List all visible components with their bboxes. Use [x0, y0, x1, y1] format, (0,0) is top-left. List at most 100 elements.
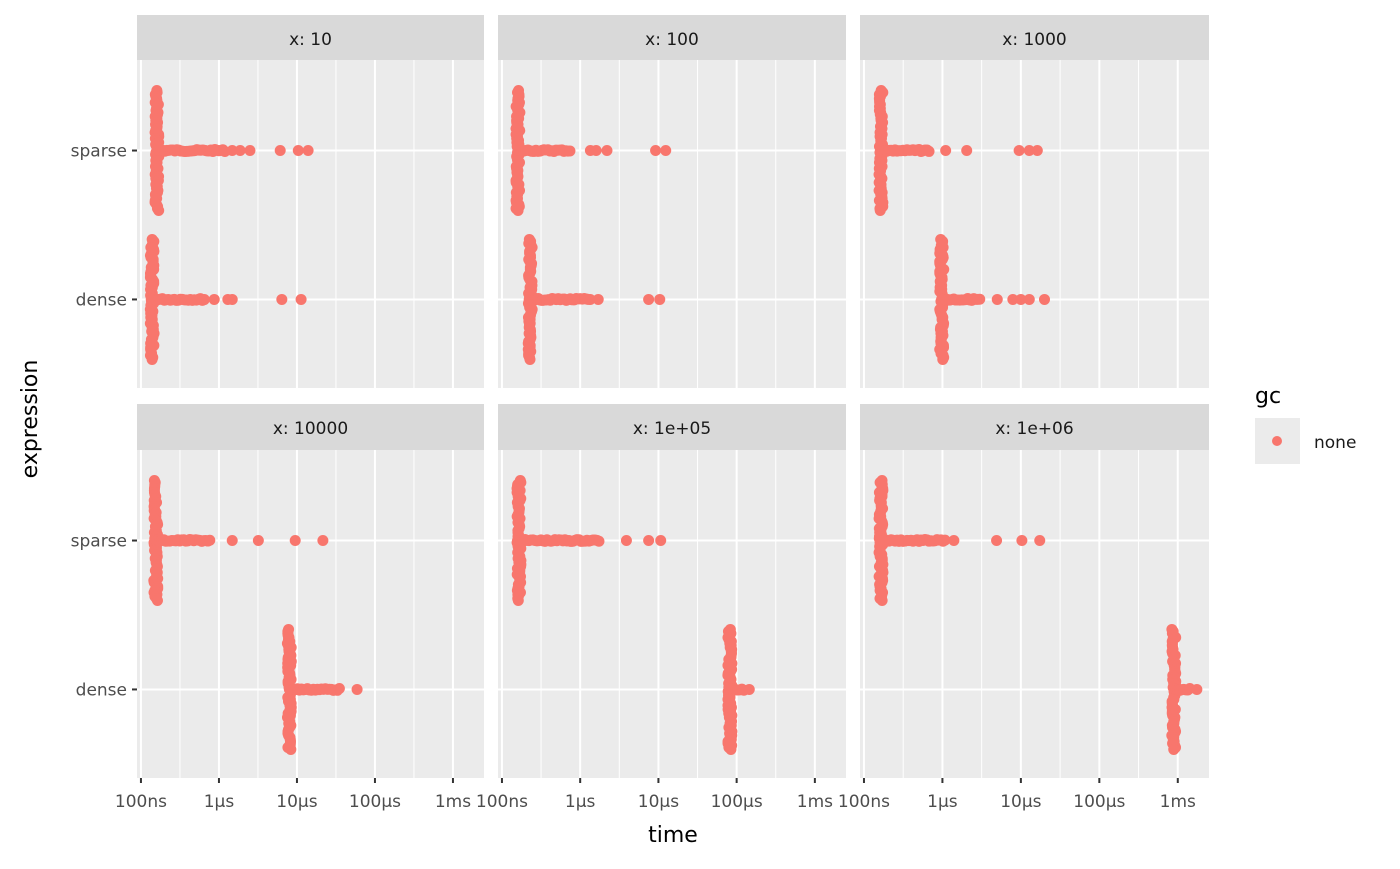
outlier-point: [961, 145, 973, 157]
outlier-point: [620, 535, 632, 547]
x-tick-label: 1ms: [797, 792, 833, 812]
data-point: [564, 145, 576, 157]
series-sparse: [873, 475, 1046, 607]
facet-strip-label: x: 1e+06: [995, 419, 1073, 439]
data-point: [923, 145, 935, 157]
outlier-point: [317, 535, 329, 547]
x-tick-label: 1µs: [204, 792, 235, 812]
data-point: [333, 683, 345, 695]
outlier-point: [643, 535, 655, 547]
facet-strip-label: x: 100: [645, 30, 699, 50]
facet-strip: [860, 404, 1209, 450]
data-point: [1168, 743, 1180, 755]
x-tick-label: 100µs: [349, 792, 401, 812]
y-tick-label: dense: [76, 680, 127, 700]
outlier-point: [660, 145, 672, 157]
y-axis-title: expression: [18, 360, 43, 479]
legend-title: gc: [1255, 384, 1281, 409]
panel-background: [860, 60, 1209, 388]
outlier-point: [244, 145, 256, 157]
series-sparse: [873, 85, 1043, 217]
y-tick-label: dense: [76, 290, 127, 310]
data-point: [874, 205, 886, 217]
data-point: [939, 534, 951, 546]
outlier-point: [226, 145, 238, 157]
series-sparse: [510, 85, 672, 217]
series-sparse: [149, 85, 314, 217]
panel-background: [498, 450, 846, 778]
outlier-point: [1038, 293, 1050, 305]
panel-background: [498, 60, 846, 388]
facet-strip-label: x: 10: [289, 30, 332, 50]
outlier-point: [1031, 145, 1043, 157]
outlier-point: [655, 535, 667, 547]
outlier-point: [1034, 535, 1046, 547]
series-dense: [522, 233, 666, 365]
data-point: [937, 353, 949, 365]
facet-strip: [498, 404, 846, 450]
x-tick-label: 10µs: [276, 792, 317, 812]
outlier-point: [991, 293, 1003, 305]
facet-panel: x: 1e+06 100ns 1µs 10µs 100µs 1ms: [838, 404, 1209, 812]
outlier-point: [276, 293, 288, 305]
x-tick-label: 100ns: [115, 792, 167, 812]
facet-strip-label: x: 10000: [273, 419, 348, 439]
series-sparse: [148, 475, 329, 607]
series-dense: [934, 233, 1050, 365]
data-point: [285, 743, 297, 755]
outlier-point: [590, 145, 602, 157]
x-tick-label: 1µs: [565, 792, 596, 812]
outlier-point: [991, 535, 1003, 547]
outlier-point: [592, 293, 604, 305]
outlier-point: [1023, 293, 1035, 305]
series-dense: [722, 623, 755, 755]
legend-key-point: [1272, 436, 1282, 446]
legend-label-none: none: [1314, 433, 1356, 453]
outlier-point: [292, 145, 304, 157]
outlier-point: [226, 293, 238, 305]
data-point: [593, 535, 605, 547]
facet-strip: [137, 15, 484, 60]
outlier-point: [743, 683, 755, 695]
x-tick-label: 10µs: [1000, 792, 1041, 812]
data-point: [198, 294, 210, 306]
outlier-point: [274, 145, 286, 157]
x-tick-label: 100µs: [711, 792, 763, 812]
y-tick-label: sparse: [71, 142, 127, 162]
facet-panel: x: 1e+05 100ns 1µs 10µs 100µs 1ms: [476, 404, 846, 812]
facet-panel: x: 10000 sparse dense 100ns 1µs 10µs 100µs 1ms: [71, 404, 484, 812]
x-tick-label: 100ns: [476, 792, 528, 812]
facet-strip-label: x: 1000: [1002, 30, 1066, 50]
outlier-point: [226, 535, 238, 547]
series-dense: [144, 233, 307, 365]
series-sparse: [511, 475, 667, 607]
outlier-point: [351, 683, 363, 695]
facet-strip: [137, 404, 484, 450]
outlier-point: [948, 535, 960, 547]
outlier-point: [208, 293, 220, 305]
data-point: [204, 534, 216, 546]
outlier-point: [1023, 145, 1035, 157]
x-tick-label: 10µs: [638, 792, 679, 812]
series-dense: [1166, 623, 1203, 755]
x-tick-label: 1ms: [1160, 792, 1196, 812]
outlier-point: [1007, 293, 1019, 305]
data-point: [974, 293, 986, 305]
legend: gc none: [1255, 384, 1356, 464]
panel-background: [860, 450, 1209, 778]
x-tick-label: 1ms: [435, 792, 471, 812]
panels: x: 10 sparse dense x: 100 x: 1000 x: 10000 spa…: [71, 15, 1209, 812]
data-point: [512, 595, 524, 607]
outlier-point: [1015, 293, 1027, 305]
x-tick-label: 1µs: [927, 792, 958, 812]
outlier-point: [1013, 145, 1025, 157]
outlier-point: [302, 145, 314, 157]
outlier-point: [601, 145, 613, 157]
data-point: [584, 294, 596, 306]
data-point: [151, 595, 163, 607]
facet-panel: x: 10 sparse dense: [71, 15, 484, 388]
facet-strip: [860, 15, 1209, 60]
outlier-point: [1016, 535, 1028, 547]
data-point: [524, 353, 536, 365]
